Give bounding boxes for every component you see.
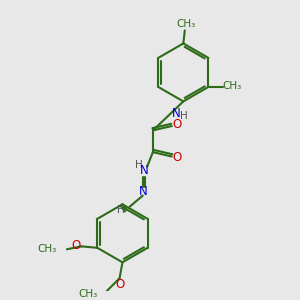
Text: O: O (72, 239, 81, 252)
Text: CH₃: CH₃ (176, 19, 195, 29)
Text: CH₃: CH₃ (79, 289, 98, 299)
Text: H: H (135, 160, 143, 170)
Text: H: H (117, 205, 125, 214)
Text: N: N (172, 106, 181, 119)
Text: O: O (172, 118, 182, 131)
Text: O: O (172, 152, 182, 164)
Text: CH₃: CH₃ (38, 244, 57, 254)
Text: O: O (115, 278, 124, 291)
Text: N: N (140, 164, 148, 178)
Text: CH₃: CH₃ (223, 81, 242, 91)
Text: N: N (139, 185, 148, 198)
Text: H: H (180, 111, 188, 121)
